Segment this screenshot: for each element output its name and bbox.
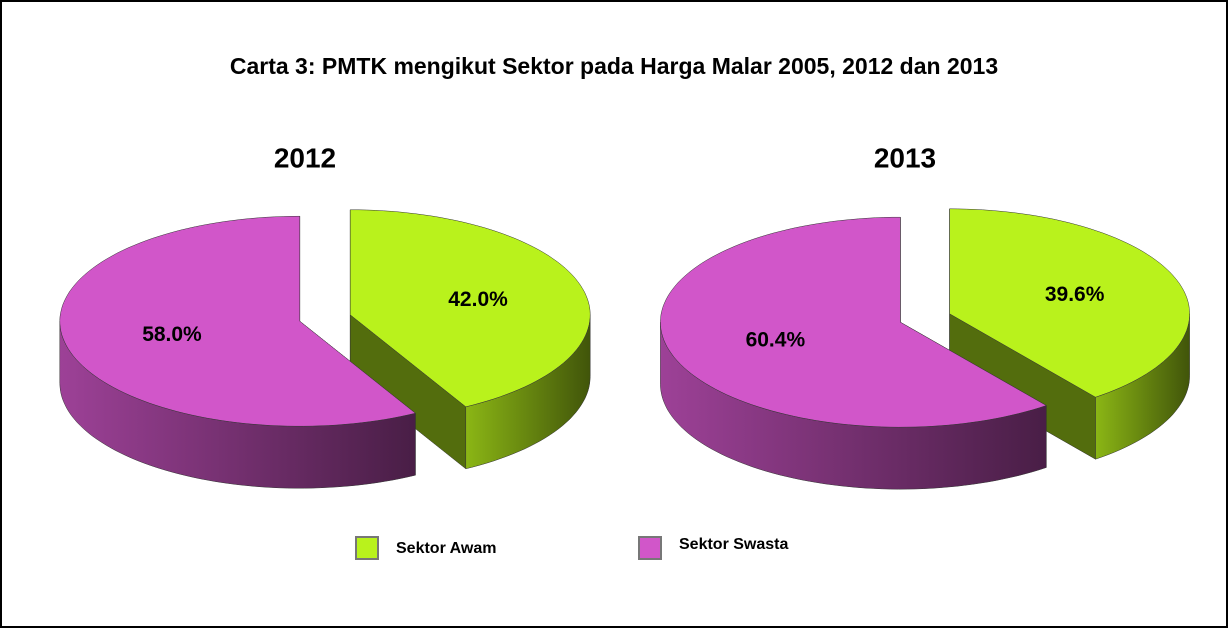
legend-swatch (355, 536, 379, 560)
data-label: 60.4% (746, 328, 806, 351)
data-label: 39.6% (1045, 283, 1105, 306)
slice (949, 208, 1190, 398)
data-label: 58.0% (142, 323, 202, 346)
chart-title: Carta 3: PMTK mengikut Sektor pada Harga… (230, 53, 998, 79)
legend-swatch (638, 536, 662, 560)
legend-label: Sektor Awam (396, 540, 496, 557)
slice (349, 209, 591, 408)
slice (59, 215, 416, 427)
legend-label: Sektor Swasta (679, 536, 788, 553)
slice (660, 216, 1047, 428)
data-label: 42.0% (448, 288, 508, 311)
pie-title: 2013 (874, 142, 936, 173)
pie-title: 2012 (274, 142, 336, 173)
